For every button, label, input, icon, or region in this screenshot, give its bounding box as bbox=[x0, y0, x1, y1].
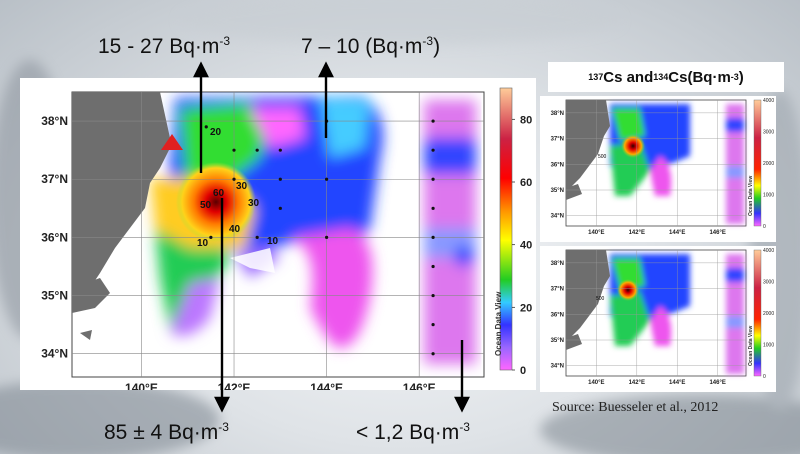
station-point bbox=[278, 206, 282, 210]
x-tick-label: 142°E bbox=[629, 380, 645, 386]
contour-label: 10 bbox=[197, 238, 209, 249]
colorbar-tick-label: 0 bbox=[520, 365, 526, 377]
x-tick-label: 140°E bbox=[588, 380, 604, 386]
annotation-arrows bbox=[199, 78, 464, 390]
y-tick-label: 38°N bbox=[551, 111, 564, 117]
grid-lines bbox=[72, 92, 484, 377]
axis-tick-labels: 140°E 142°E 144°E 146°E 34°N 35°N 36°N 37°N 38°N bbox=[41, 114, 435, 390]
station-point bbox=[204, 125, 208, 129]
y-tick-label: 36°N bbox=[551, 162, 564, 168]
y-tick-label: 38°N bbox=[551, 261, 564, 267]
station-point bbox=[431, 264, 435, 269]
colorbar-tick-label: 1000 bbox=[763, 343, 774, 349]
y-tick-label: 34°N bbox=[551, 214, 564, 220]
x-tick-label: 146°E bbox=[709, 380, 725, 386]
colorbar-tick-label: 80 bbox=[520, 114, 532, 126]
station-point bbox=[209, 235, 213, 240]
annotation-top-right: 7 – 10 (Bq·m-3) bbox=[301, 34, 441, 58]
station-point bbox=[431, 235, 435, 240]
y-tick-label: 36°N bbox=[551, 312, 564, 318]
colorbar-label: Ocean Data View bbox=[748, 176, 754, 216]
y-tick-label: 37°N bbox=[551, 137, 564, 143]
contour-label: 40 bbox=[229, 224, 241, 235]
x-tick-label: 142°E bbox=[629, 230, 645, 236]
colorbar-tick-label: 3000 bbox=[763, 130, 774, 136]
colorbar-tick-label: 3000 bbox=[763, 280, 774, 286]
colorbar-tick-label: 4000 bbox=[763, 98, 774, 104]
station-points bbox=[204, 119, 435, 356]
colorbar-tick-label: 2000 bbox=[763, 161, 774, 167]
x-tick-label: 144°E bbox=[669, 380, 685, 386]
x-tick-label: 144°E bbox=[669, 230, 685, 236]
contour-label: 30 bbox=[248, 198, 260, 209]
annotation-bottom-right: < 1,2 Bq·m-3 bbox=[356, 420, 470, 444]
contour-label: 500 bbox=[596, 296, 605, 302]
station-point bbox=[431, 119, 435, 123]
contour-label: 500 bbox=[598, 154, 607, 160]
colorbar-tick-label: 2000 bbox=[763, 311, 774, 317]
station-point bbox=[431, 206, 435, 210]
colorbar-tick-label: 60 bbox=[520, 177, 532, 189]
y-tick-label: 35°N bbox=[551, 338, 564, 344]
colorbar-tick-label: 40 bbox=[520, 240, 532, 252]
station-point bbox=[232, 177, 236, 181]
colorbar bbox=[499, 87, 513, 371]
land-mass-honshu bbox=[72, 92, 170, 288]
station-point bbox=[232, 148, 236, 152]
station-point bbox=[278, 177, 282, 181]
y-tick-label: 38°N bbox=[41, 114, 68, 128]
small-maps-title: 137 Cs and 134 Cs(Bq·m -3) bbox=[548, 62, 784, 92]
station-point bbox=[431, 352, 435, 356]
contour-label: 50 bbox=[200, 200, 212, 211]
x-tick-label: 140°E bbox=[588, 230, 604, 236]
y-tick-label: 37°N bbox=[551, 287, 564, 293]
station-point bbox=[278, 148, 282, 152]
station-point bbox=[255, 235, 259, 240]
small-map-2: 500 Ocean Data View 140°E 142°E 144°E 146°E… bbox=[540, 246, 776, 392]
main-map-chart: 140°E 142°E 144°E 146°E 34°N 35°N 36°N 37°N 38°N… bbox=[20, 78, 536, 390]
fukushima-marker-icon bbox=[161, 134, 183, 150]
colorbar-label: Ocean Data View bbox=[494, 291, 503, 356]
colorbar-tick-label: 0 bbox=[763, 374, 766, 380]
colorbar-tick-label: 4000 bbox=[763, 248, 774, 254]
contour-label: 10 bbox=[267, 236, 279, 247]
annotation-top-left: 15 - 27 Bq·m-3 bbox=[98, 34, 231, 58]
station-point bbox=[431, 177, 435, 181]
source-citation: Source: Buesseler et al., 2012 bbox=[552, 400, 719, 415]
x-tick-label: 142°E bbox=[218, 381, 251, 390]
x-tick-label: 146°E bbox=[403, 381, 436, 390]
x-tick-label: 140°E bbox=[125, 381, 158, 390]
y-tick-label: 35°N bbox=[41, 289, 68, 303]
station-point bbox=[431, 323, 435, 327]
colorbar-tick-label: 20 bbox=[520, 302, 532, 314]
colorbar-label: Ocean Data View bbox=[748, 326, 754, 366]
colorbar-ticks: 0 20 40 60 80 bbox=[512, 114, 532, 377]
station-point bbox=[255, 148, 259, 152]
y-tick-label: 35°N bbox=[551, 188, 564, 194]
y-tick-label: 34°N bbox=[41, 347, 68, 361]
colorbar-tick-label: 0 bbox=[763, 224, 766, 230]
station-point bbox=[325, 177, 329, 181]
contour-label: 60 bbox=[213, 188, 225, 199]
station-point bbox=[325, 235, 329, 240]
annotation-bottom-left: 85 ± 4 Bq·m-3 bbox=[104, 420, 229, 444]
colorbar-tick-label: 1000 bbox=[763, 193, 774, 199]
station-point bbox=[431, 293, 435, 298]
contour-label: 30 bbox=[236, 181, 248, 192]
x-tick-label: 144°E bbox=[310, 381, 343, 390]
small-map-1: 500 Ocean Data View 140°E 142°E 144°E 146°E… bbox=[540, 96, 776, 242]
y-tick-label: 36°N bbox=[41, 230, 68, 244]
contour-label: 20 bbox=[210, 127, 222, 138]
station-point bbox=[431, 148, 435, 152]
y-tick-label: 37°N bbox=[41, 172, 68, 186]
x-tick-label: 146°E bbox=[709, 230, 725, 236]
contour-labels: 20 30 50 60 40 10 30 10 bbox=[197, 127, 279, 249]
y-tick-label: 34°N bbox=[551, 364, 564, 370]
